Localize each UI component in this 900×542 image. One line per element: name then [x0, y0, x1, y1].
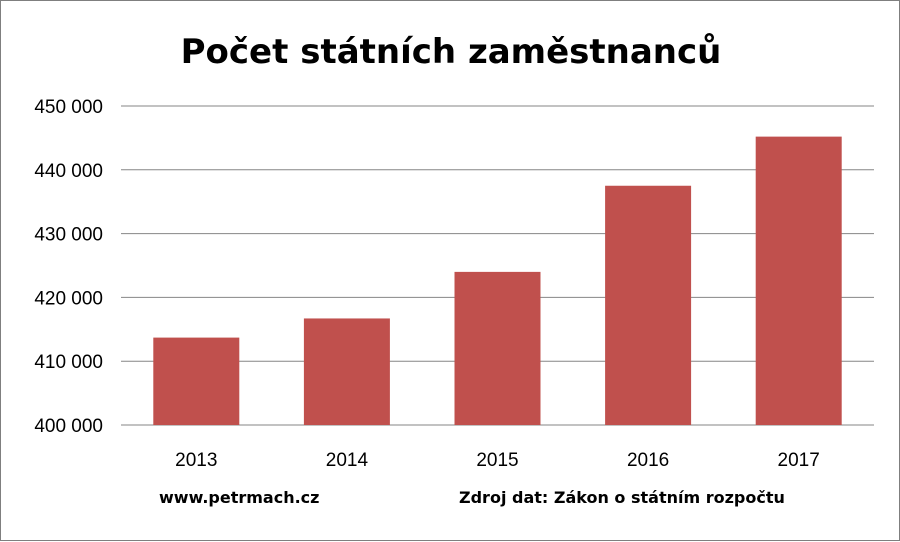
bar-2014 — [303, 318, 390, 425]
bar-2013 — [153, 337, 240, 425]
chart-title: Počet státních zaměstnanců — [181, 32, 722, 72]
y-tick-label: 420 000 — [34, 288, 103, 309]
y-tick-label: 410 000 — [34, 352, 103, 373]
x-tick-label: 2015 — [476, 450, 518, 471]
x-tick-label: 2017 — [778, 450, 820, 471]
x-tick-label: 2014 — [326, 450, 369, 471]
y-tick-label: 400 000 — [34, 416, 103, 437]
x-axis-tick-labels: 2013 2014 2015 2016 2017 — [175, 450, 820, 471]
bar-2016 — [605, 185, 692, 425]
y-axis-tick-labels: 400 000 410 000 420 000 430 000 440 000 450 0… — [34, 97, 103, 437]
x-tick-label: 2013 — [175, 450, 217, 471]
bar-2017 — [755, 136, 842, 425]
website-note: www.petrmach.cz — [159, 488, 319, 507]
y-tick-label: 450 000 — [34, 97, 103, 118]
x-tick-label: 2016 — [627, 450, 669, 471]
bars — [153, 136, 842, 425]
y-tick-label: 440 000 — [34, 161, 103, 182]
bar-2015 — [454, 271, 541, 425]
y-tick-label: 430 000 — [34, 225, 103, 246]
data-source-note: Zdroj dat: Zákon o státním rozpočtu — [459, 488, 785, 507]
